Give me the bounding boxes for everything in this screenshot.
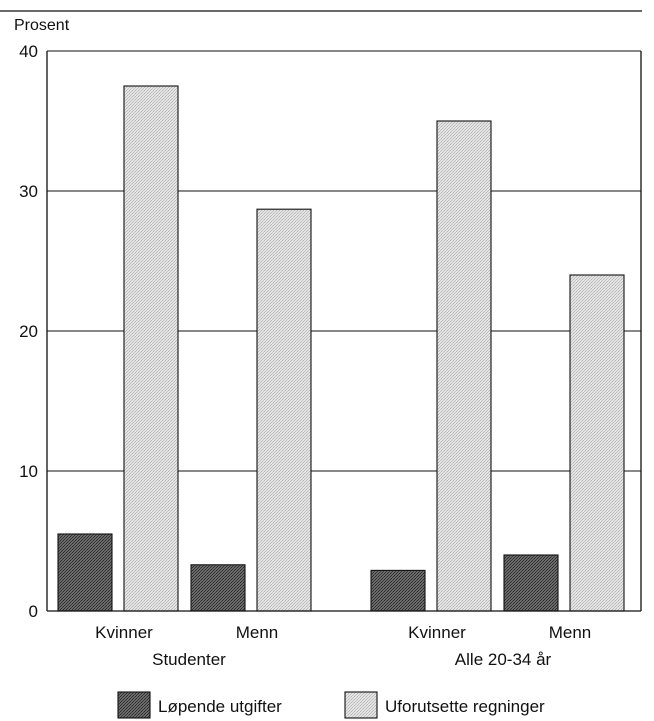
y-tick-label-10: 10 [19, 462, 38, 481]
legend-uforutsette-label: Uforutsette regninger [385, 697, 545, 716]
bar-lopende-3 [503, 554, 559, 612]
bar-uforutsette-2 [436, 120, 492, 612]
y-tick-label-0: 0 [29, 602, 38, 621]
bar-lopende-2 [370, 569, 426, 612]
x-tick-label-1: Menn [236, 623, 279, 642]
x-tick-label-0: Kvinner [95, 623, 153, 642]
group-label-0: Studenter [152, 650, 226, 669]
y-axis-label: Prosent [14, 17, 70, 34]
y-tick-label-30: 30 [19, 182, 38, 201]
x-tick-label-2: Kvinner [408, 623, 466, 642]
group-label-1: Alle 20-34 år [455, 650, 552, 669]
legend-uforutsette-swatch [344, 691, 378, 719]
y-tick-label-40: 40 [19, 42, 38, 61]
bar-lopende-1 [190, 564, 246, 612]
legend-lopende-swatch [117, 691, 151, 719]
x-tick-label-3: Menn [549, 623, 592, 642]
y-tick-label-20: 20 [19, 322, 38, 341]
bar-lopende-0 [57, 533, 113, 612]
legend-lopende-label: Løpende utgifter [158, 697, 282, 716]
bar-uforutsette-1 [256, 208, 312, 612]
bar-uforutsette-0 [123, 85, 179, 612]
bar-uforutsette-3 [569, 274, 625, 612]
